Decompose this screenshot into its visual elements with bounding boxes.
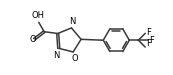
Text: O: O [72, 54, 78, 63]
Text: F: F [149, 36, 154, 45]
Text: O: O [29, 35, 36, 44]
Text: N: N [53, 51, 60, 60]
Text: F: F [147, 28, 151, 37]
Text: N: N [69, 17, 76, 26]
Text: OH: OH [31, 11, 44, 20]
Text: F: F [147, 39, 151, 48]
